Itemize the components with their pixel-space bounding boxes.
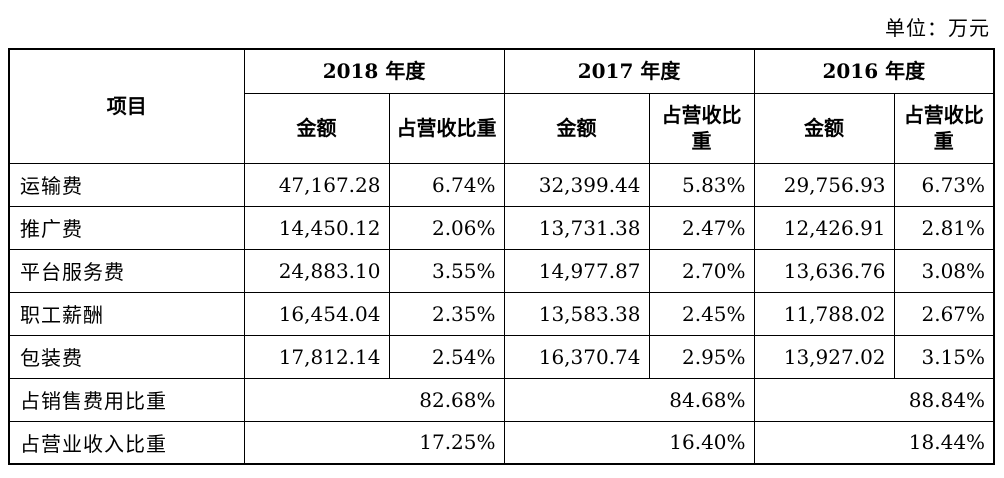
header-amount-2017: 金额 bbox=[503, 92, 650, 164]
cell-amount-2016: 29,756.93 bbox=[753, 162, 895, 207]
row-label: 占销售费用比重 bbox=[8, 377, 245, 422]
cell-ratio-2017: 2.95% bbox=[648, 334, 755, 379]
cell-amount-2018: 17,812.14 bbox=[243, 334, 390, 379]
header-item: 项目 bbox=[8, 48, 245, 164]
cell-summary-2018: 17.25% bbox=[243, 420, 505, 465]
cell-amount-2016: 12,426.91 bbox=[753, 205, 895, 250]
cell-amount-2018: 24,883.10 bbox=[243, 248, 390, 293]
header-ratio-2018: 占营收比重 bbox=[388, 92, 505, 164]
cell-amount-2018: 47,167.28 bbox=[243, 162, 390, 207]
table-row: 职工薪酬 16,454.04 2.35% 13,583.38 2.45% 11,… bbox=[8, 291, 995, 336]
cell-summary-2016: 88.84% bbox=[753, 377, 995, 422]
table-row: 包装费 17,812.14 2.54% 16,370.74 2.95% 13,9… bbox=[8, 334, 995, 379]
cell-ratio-2017: 5.83% bbox=[648, 162, 755, 207]
cell-amount-2018: 16,454.04 bbox=[243, 291, 390, 336]
row-label: 推广费 bbox=[8, 205, 245, 250]
cell-amount-2017: 32,399.44 bbox=[503, 162, 650, 207]
cell-amount-2017: 13,731.38 bbox=[503, 205, 650, 250]
row-label: 职工薪酬 bbox=[8, 291, 245, 336]
cell-summary-2016: 18.44% bbox=[753, 420, 995, 465]
cell-summary-2018: 82.68% bbox=[243, 377, 505, 422]
cell-amount-2016: 13,636.76 bbox=[753, 248, 895, 293]
header-row-years: 项目 2018 年度 2017 年度 2016 年度 bbox=[8, 48, 995, 164]
cell-summary-2017: 16.40% bbox=[503, 420, 755, 465]
cell-ratio-2018: 2.35% bbox=[388, 291, 505, 336]
table-row: 运输费 47,167.28 6.74% 32,399.44 5.83% 29,7… bbox=[8, 162, 995, 207]
cell-amount-2016: 13,927.02 bbox=[753, 334, 895, 379]
cell-ratio-2016: 2.81% bbox=[893, 205, 995, 250]
cell-amount-2017: 13,583.38 bbox=[503, 291, 650, 336]
row-label: 运输费 bbox=[8, 162, 245, 207]
cell-ratio-2016: 3.15% bbox=[893, 334, 995, 379]
header-ratio-2017: 占营收比重 bbox=[648, 92, 755, 164]
summary-row: 占销售费用比重 82.68% 84.68% 88.84% bbox=[8, 377, 995, 422]
header-year-2018: 2018 年度 bbox=[243, 48, 505, 94]
header-ratio-2016: 占营收比重 bbox=[893, 92, 995, 164]
header-amount-2018: 金额 bbox=[243, 92, 390, 164]
cell-ratio-2018: 3.55% bbox=[388, 248, 505, 293]
cell-ratio-2016: 3.08% bbox=[893, 248, 995, 293]
table-row: 平台服务费 24,883.10 3.55% 14,977.87 2.70% 13… bbox=[8, 248, 995, 293]
cell-ratio-2017: 2.47% bbox=[648, 205, 755, 250]
row-label: 平台服务费 bbox=[8, 248, 245, 293]
cell-amount-2017: 16,370.74 bbox=[503, 334, 650, 379]
cell-ratio-2018: 2.06% bbox=[388, 205, 505, 250]
cell-amount-2017: 14,977.87 bbox=[503, 248, 650, 293]
header-year-2016: 2016 年度 bbox=[753, 48, 995, 94]
cell-summary-2017: 84.68% bbox=[503, 377, 755, 422]
cell-ratio-2016: 6.73% bbox=[893, 162, 995, 207]
cell-ratio-2018: 2.54% bbox=[388, 334, 505, 379]
header-year-2017: 2017 年度 bbox=[503, 48, 755, 94]
summary-row: 占营业收入比重 17.25% 16.40% 18.44% bbox=[8, 420, 995, 465]
selling-expense-table: 项目 2018 年度 2017 年度 2016 年度 金额 占营收比重 金额 占… bbox=[8, 48, 996, 465]
cell-amount-2018: 14,450.12 bbox=[243, 205, 390, 250]
cell-ratio-2016: 2.67% bbox=[893, 291, 995, 336]
header-amount-2016: 金额 bbox=[753, 92, 895, 164]
row-label: 包装费 bbox=[8, 334, 245, 379]
row-label: 占营业收入比重 bbox=[8, 420, 245, 465]
table-row: 推广费 14,450.12 2.06% 13,731.38 2.47% 12,4… bbox=[8, 205, 995, 250]
cell-amount-2016: 11,788.02 bbox=[753, 291, 895, 336]
unit-label: 单位：万元 bbox=[885, 16, 990, 40]
cell-ratio-2017: 2.45% bbox=[648, 291, 755, 336]
cell-ratio-2018: 6.74% bbox=[388, 162, 505, 207]
cell-ratio-2017: 2.70% bbox=[648, 248, 755, 293]
